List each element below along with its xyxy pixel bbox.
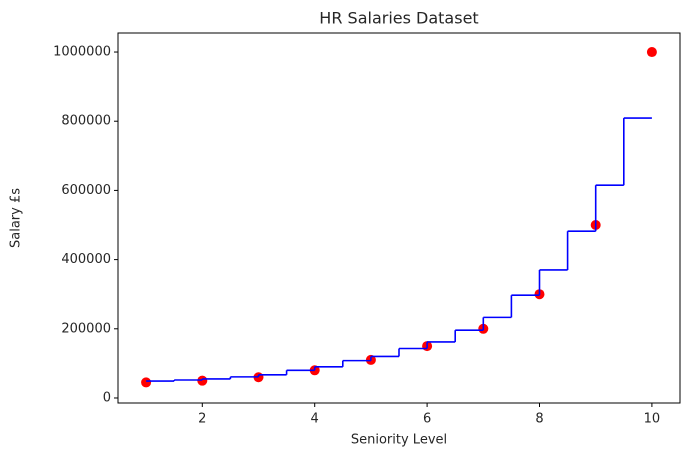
y-tick-label: 400000: [61, 252, 111, 267]
x-tick-label: 6: [423, 412, 431, 427]
y-axis-label: Salary £s: [9, 188, 24, 248]
point: [646, 47, 657, 58]
y-tick-label: 1000000: [53, 45, 111, 60]
y-tick-label: 200000: [61, 321, 111, 336]
x-tick-label: 10: [644, 412, 661, 427]
plot-frame: [117, 32, 681, 404]
y-tick-label: 600000: [61, 183, 111, 198]
chart-title: HR Salaries Dataset: [319, 9, 478, 28]
x-tick-label: 4: [311, 412, 319, 427]
point: [141, 377, 152, 388]
x-tick-label: 2: [198, 412, 206, 427]
y-tick-label: 0: [103, 390, 111, 405]
x-axis-label: Seniority Level: [351, 433, 447, 448]
y-tick-label: 800000: [61, 114, 111, 129]
x-tick-label: 8: [535, 412, 543, 427]
